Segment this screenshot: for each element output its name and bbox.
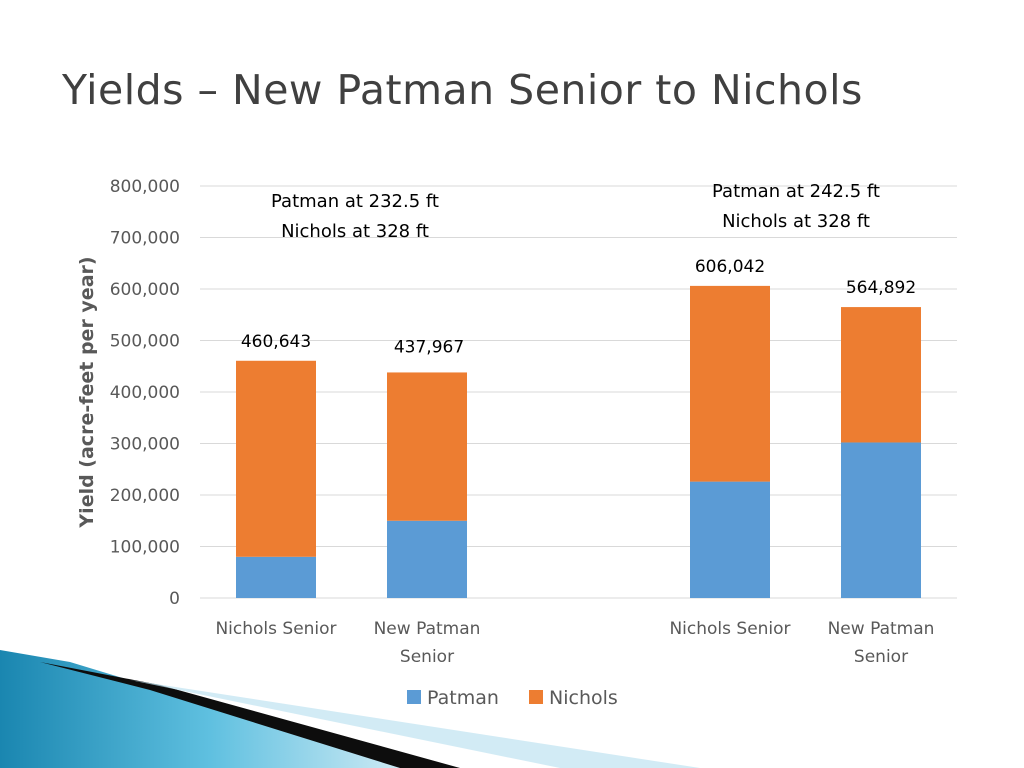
y-axis-title: Yield (acre-feet per year) bbox=[76, 256, 98, 528]
x-tick-label: Nichols Senior bbox=[215, 619, 336, 639]
bar-nichols bbox=[690, 285, 770, 482]
annotation-text: Nichols at 328 ft bbox=[281, 221, 429, 242]
total-data-label: 460,643 bbox=[241, 332, 311, 352]
slide-title: Yields – New Patman Senior to Nichols bbox=[62, 66, 863, 114]
legend-label-patman: Patman bbox=[427, 687, 499, 709]
swoosh-black-stroke bbox=[40, 662, 460, 768]
bar-patman bbox=[841, 442, 921, 598]
y-tick-label: 800,000 bbox=[110, 177, 180, 197]
x-tick-label: New Patman bbox=[828, 619, 935, 639]
bar-nichols bbox=[387, 372, 467, 521]
y-tick-label: 400,000 bbox=[110, 383, 180, 403]
y-tick-label: 700,000 bbox=[110, 229, 180, 249]
y-tick-label: 500,000 bbox=[110, 332, 180, 352]
total-data-label: 606,042 bbox=[695, 257, 765, 277]
y-tick-label: 200,000 bbox=[110, 486, 180, 506]
x-tick-label: Nichols Senior bbox=[669, 619, 790, 639]
bar-nichols bbox=[841, 307, 921, 443]
annotation-text: Nichols at 328 ft bbox=[722, 211, 870, 232]
bar-patman bbox=[690, 481, 770, 598]
annotation-text: Patman at 232.5 ft bbox=[271, 191, 439, 212]
legend-label-nichols: Nichols bbox=[549, 687, 618, 709]
bar-patman bbox=[387, 520, 467, 598]
y-tick-label: 600,000 bbox=[110, 280, 180, 300]
swoosh-light-stroke bbox=[130, 680, 700, 768]
bar-nichols bbox=[236, 360, 316, 557]
legend-swatch-nichols bbox=[529, 690, 543, 704]
total-data-label: 564,892 bbox=[846, 278, 916, 298]
total-data-label: 437,967 bbox=[394, 337, 464, 357]
x-tick-label: Senior bbox=[854, 647, 908, 667]
bar-patman bbox=[236, 556, 316, 598]
x-tick-label: Senior bbox=[400, 647, 454, 667]
y-tick-label: 0 bbox=[169, 589, 180, 609]
annotation-text: Patman at 242.5 ft bbox=[712, 181, 880, 202]
x-tick-label: New Patman bbox=[374, 619, 481, 639]
legend-swatch-patman bbox=[407, 690, 421, 704]
y-tick-label: 100,000 bbox=[110, 538, 180, 558]
y-tick-label: 300,000 bbox=[110, 435, 180, 455]
